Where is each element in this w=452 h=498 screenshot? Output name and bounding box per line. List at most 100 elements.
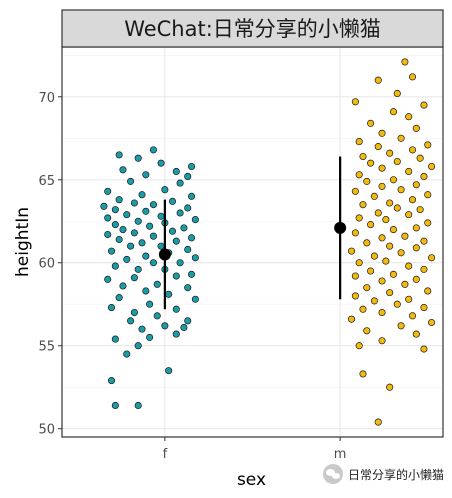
data-point-f [168, 227, 177, 235]
data-point-f [176, 179, 184, 187]
data-point-f [107, 247, 116, 255]
data-point-m [420, 304, 428, 312]
data-point-f [176, 259, 184, 267]
data-point-m [393, 300, 401, 308]
data-point-f [111, 335, 119, 343]
data-point-m [363, 284, 371, 292]
data-point-m [378, 277, 386, 285]
data-point-m [420, 265, 428, 273]
data-point-f [146, 333, 154, 341]
data-point-f [172, 272, 180, 280]
data-point-m [351, 292, 359, 300]
data-point-m [386, 383, 394, 391]
data-point-m [393, 89, 401, 98]
data-point-f [123, 211, 131, 219]
data-point-m [355, 138, 363, 146]
data-point-f [111, 206, 119, 214]
data-point-m [416, 154, 424, 162]
data-point-f [138, 191, 146, 199]
title-strip [61, 9, 444, 48]
data-point-m [363, 177, 371, 185]
data-point-m [428, 254, 436, 262]
data-point-f [130, 274, 138, 282]
data-point-m [424, 219, 432, 227]
data-point-f [134, 342, 142, 350]
data-point-m [393, 204, 401, 212]
data-point-m [405, 167, 413, 176]
data-point-f [127, 242, 135, 250]
data-point-m [397, 186, 405, 194]
data-point-m [386, 242, 394, 250]
data-point-m [378, 308, 386, 317]
data-point-f [184, 284, 192, 292]
data-point-f [187, 192, 196, 200]
data-point-f [127, 317, 135, 325]
wechat-icon [323, 464, 343, 484]
data-point-f [161, 322, 169, 330]
data-point-f [149, 146, 157, 154]
data-point-f [146, 222, 154, 230]
chart-title: WeChat:日常分享的小懒猫 [124, 17, 381, 41]
data-point-f [172, 330, 180, 338]
data-point-f [100, 202, 108, 210]
data-point-m [351, 98, 359, 106]
data-point-m [420, 101, 428, 109]
data-point-f [119, 226, 127, 234]
y-tick-label: 65 [38, 174, 55, 189]
data-point-m [408, 146, 417, 154]
data-point-f [104, 187, 112, 195]
data-point-m [405, 295, 413, 303]
data-point-m [359, 152, 367, 161]
data-point-m [420, 345, 428, 353]
data-point-m [359, 201, 367, 209]
data-point-m [367, 221, 375, 229]
data-point-f [115, 294, 123, 302]
data-point-f [187, 234, 196, 242]
data-point-f [184, 172, 192, 180]
watermark-text: 日常分享的小懒猫 [348, 467, 445, 482]
data-point-m [374, 209, 382, 217]
data-point-f [134, 154, 142, 162]
data-point-f [176, 209, 184, 217]
y-axis-label: heightIn [13, 207, 33, 277]
data-point-m [348, 315, 356, 323]
data-point-f [157, 212, 165, 220]
data-point-m [389, 176, 398, 184]
data-point-m [412, 181, 420, 189]
data-point-f [130, 308, 138, 317]
data-point-f [149, 259, 157, 267]
data-point-m [405, 113, 413, 121]
data-point-f [149, 201, 157, 209]
data-point-m [428, 162, 436, 171]
data-point-f [172, 237, 180, 245]
data-point-m [412, 330, 420, 338]
data-point-f [187, 162, 196, 171]
data-point-m [405, 262, 413, 270]
data-point-m [355, 259, 363, 267]
data-point-m [351, 272, 359, 280]
data-point-f [184, 317, 192, 325]
y-axis: 50 55 60 65 70 [38, 91, 62, 438]
data-point-m [359, 370, 367, 378]
data-point-f [134, 217, 142, 225]
data-point-m [374, 76, 382, 84]
data-point-m [420, 237, 428, 245]
data-point-f [168, 197, 177, 205]
data-point-m [363, 239, 371, 247]
data-point-m [370, 252, 378, 260]
data-point-m [412, 124, 420, 132]
y-tick-label: 70 [38, 91, 55, 106]
data-point-m [378, 234, 386, 242]
data-point-m [412, 244, 420, 252]
data-point-f [153, 312, 161, 320]
data-point-m [397, 249, 405, 257]
data-point-f [142, 252, 150, 260]
data-point-f [142, 207, 150, 215]
data-point-m [389, 108, 398, 116]
data-point-f [130, 199, 138, 207]
data-point-m [397, 134, 405, 142]
data-point-m [397, 322, 405, 330]
data-point-f [142, 287, 150, 295]
data-point-m [424, 141, 432, 149]
